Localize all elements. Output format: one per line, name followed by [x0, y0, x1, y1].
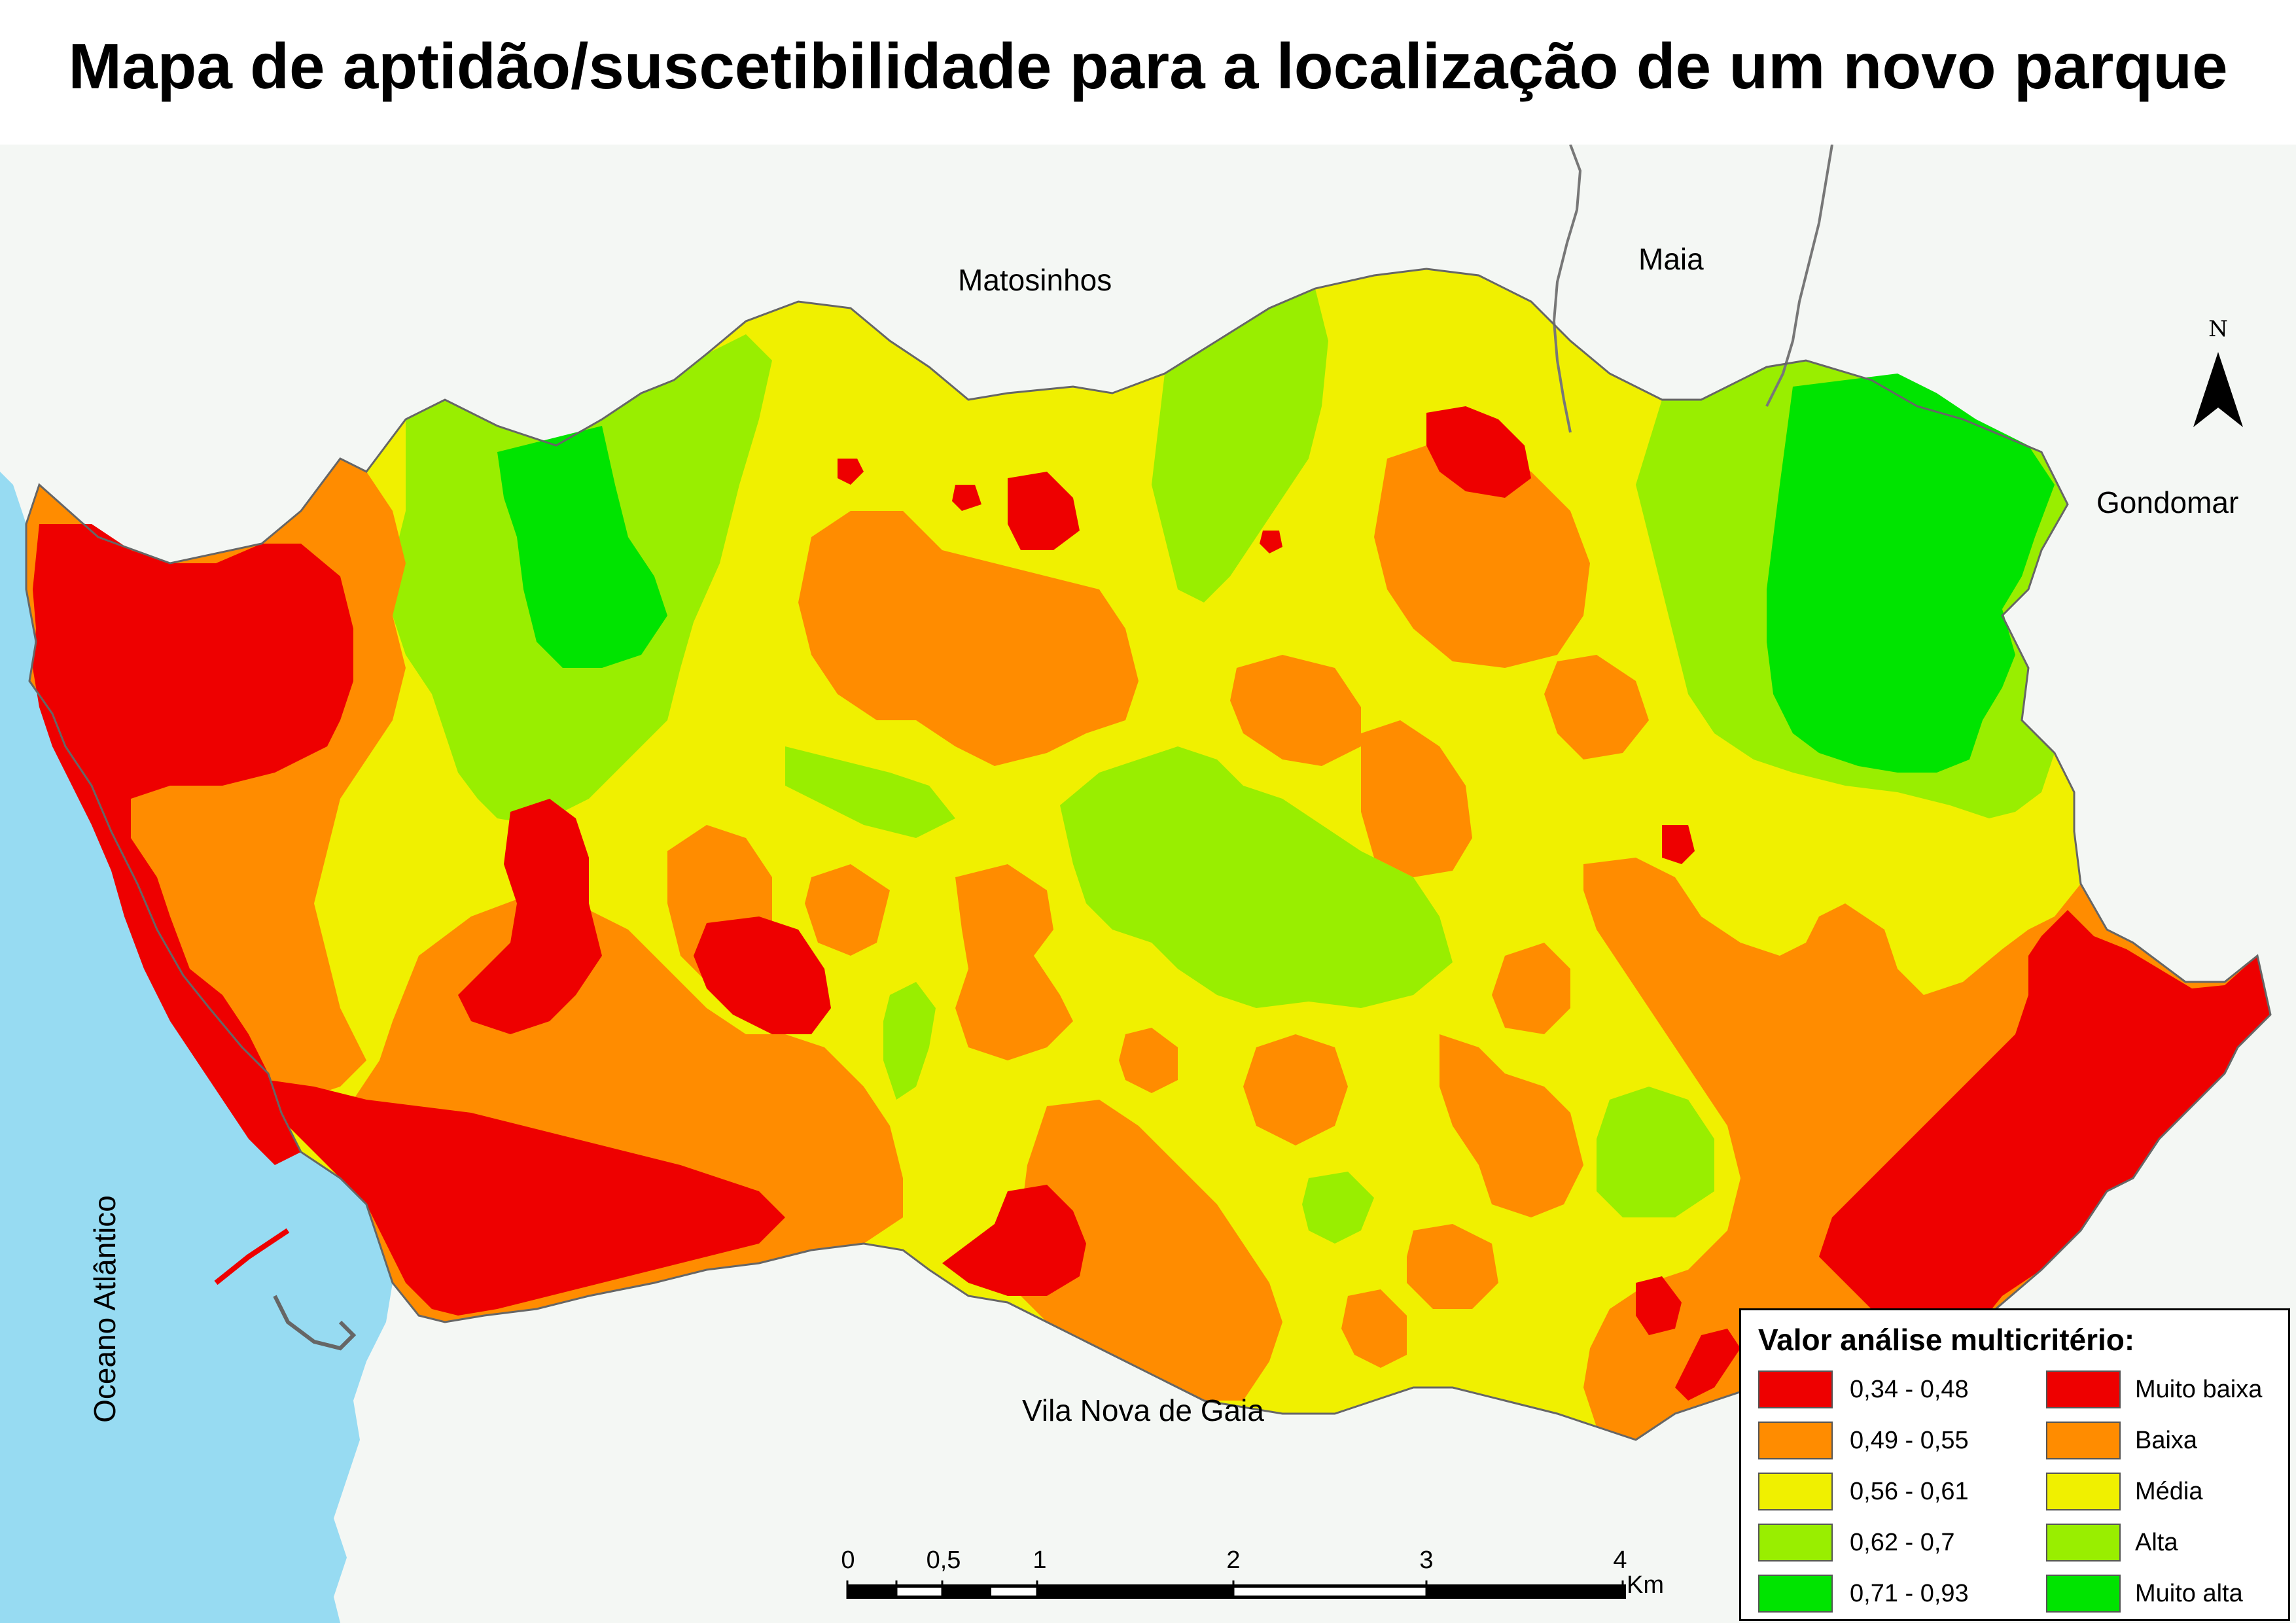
zone-baixa-center-8: [1439, 1034, 1583, 1217]
legend-class-label: Baixa: [2135, 1427, 2198, 1454]
north-arrow-icon: [2193, 352, 2243, 427]
zone-muito-baixa-northwest: [33, 524, 353, 1165]
zone-baixa-south-1: [1008, 1100, 1282, 1401]
scale-tick-4: 4: [1613, 1546, 1627, 1574]
scale-tick-3: 3: [1419, 1546, 1434, 1574]
boundary-maia-gondomar: [1765, 145, 1833, 407]
breakwater-south: [273, 1295, 357, 1351]
north-arrow: N: [2185, 316, 2251, 434]
legend-range: 0,34 - 0,48: [1850, 1376, 1969, 1403]
breakwater-north: [214, 1228, 290, 1285]
map-frame: Matosinhos Maia Gondomar Vila Nova de Ga…: [0, 145, 2296, 1623]
zone-baixa-north-1: [798, 511, 1139, 766]
legend-row-muito-baixa: 0,34 - 0,48 Muito baixa: [1758, 1370, 2282, 1410]
legend-swatch-class: [2046, 1524, 2121, 1562]
zone-muito-baixa-north-5: [1260, 531, 1282, 553]
zone-muito-baixa-north-4: [952, 485, 981, 511]
boundary-maia-matosinhos: [1552, 145, 1582, 433]
zone-baixa-center-4: [805, 864, 890, 956]
zone-muito-alta-northwest: [497, 426, 667, 668]
legend-class-label: Muito alta: [2135, 1580, 2243, 1607]
zone-muito-baixa-center-west-2: [694, 916, 831, 1034]
legend-range: 0,62 - 0,7: [1850, 1529, 1955, 1556]
zone-baixa-south-2: [1407, 1224, 1498, 1309]
zone-muito-baixa-north-1: [1008, 472, 1080, 550]
legend-row-alta: 0,62 - 0,7 Alta: [1758, 1524, 2282, 1563]
zone-alta-center: [1060, 746, 1453, 1008]
scale-unit: Km: [1627, 1571, 1664, 1599]
study-area-outline: [25, 268, 2272, 1441]
legend-swatch-class: [2046, 1473, 2121, 1510]
zone-muito-baixa-north-3: [838, 459, 864, 485]
scale-tick-0-5: 0,5: [926, 1546, 961, 1574]
zone-muito-baixa-center-east: [1662, 825, 1695, 864]
legend-row-media: 0,56 - 0,61 Média: [1758, 1473, 2282, 1512]
legend-range: 0,56 - 0,61: [1850, 1478, 1969, 1505]
zone-muito-alta-east: [1767, 374, 2055, 773]
zone-muito-baixa-east: [1819, 910, 2270, 1414]
map-canvas: [0, 145, 2296, 1623]
zone-muito-baixa-south-2: [1636, 1276, 1682, 1335]
zone-baixa-center-1: [1361, 720, 1472, 877]
zone-muito-baixa-south-1: [942, 1185, 1086, 1296]
legend: Valor análise multicritério: 0,34 - 0,48…: [1739, 1308, 2290, 1621]
scale-tick-2: 2: [1226, 1546, 1241, 1574]
legend-class-label: Muito baixa: [2135, 1376, 2263, 1403]
legend-swatch-range: [1758, 1524, 1833, 1562]
zone-alta-patch-1: [1302, 1172, 1374, 1244]
zone-baixa-center-7: [1243, 1034, 1348, 1145]
zone-baixa-north-2: [1374, 445, 1590, 668]
zone-muito-baixa-center-west-1: [458, 799, 602, 1034]
legend-swatch-class: [2046, 1422, 2121, 1459]
legend-swatch-class: [2046, 1370, 2121, 1408]
north-letter: N: [2208, 316, 2228, 342]
scale-tick-0: 0: [841, 1546, 855, 1574]
zone-alta-south: [1597, 1087, 1714, 1217]
scale-tick-1: 1: [1033, 1546, 1047, 1574]
legend-title: Valor análise multicritério:: [1758, 1323, 2135, 1357]
label-vila-nova-de-gaia: Vila Nova de Gaia: [1022, 1393, 1264, 1427]
legend-range: 0,49 - 0,55: [1850, 1427, 1969, 1454]
zone-muito-baixa-north-2: [1426, 406, 1531, 498]
label-gondomar: Gondomar: [2096, 485, 2239, 519]
map-title: Mapa de aptidão/suscetibilidade para a l…: [68, 30, 2228, 102]
legend-swatch-range: [1758, 1473, 1833, 1510]
zone-muito-baixa-southwest: [268, 1080, 785, 1316]
zone-baixa-center-2: [1544, 655, 1649, 759]
legend-row-muito-alta: 0,71 - 0,93 Muito alta: [1758, 1575, 2282, 1614]
label-maia: Maia: [1638, 242, 1704, 276]
zone-alta-patch-3: [785, 746, 955, 838]
label-matosinhos: Matosinhos: [958, 263, 1112, 297]
zone-baixa-center-9: [1492, 943, 1570, 1034]
legend-swatch-class: [2046, 1575, 2121, 1613]
zone-baixa-center-6: [1119, 1028, 1178, 1093]
label-oceano-atlantico: Oceano Atlântico: [88, 1195, 122, 1423]
zone-baixa-south-3: [1341, 1289, 1407, 1368]
legend-swatch-range: [1758, 1422, 1833, 1459]
zone-baixa-north-3: [1230, 655, 1361, 766]
legend-class-label: Média: [2135, 1478, 2203, 1505]
legend-class-label: Alta: [2135, 1529, 2178, 1556]
legend-row-baixa: 0,49 - 0,55 Baixa: [1758, 1422, 2282, 1461]
zone-alta-patch-2: [883, 982, 936, 1100]
legend-range: 0,71 - 0,93: [1850, 1580, 1969, 1607]
zone-muito-baixa-south-3: [1675, 1329, 1740, 1401]
legend-swatch-range: [1758, 1575, 1833, 1613]
zone-baixa-center-5: [955, 864, 1073, 1060]
scale-bar-graphic: [846, 1580, 1626, 1599]
legend-swatch-range: [1758, 1370, 1833, 1408]
zone-alta-north-center: [1152, 288, 1328, 602]
